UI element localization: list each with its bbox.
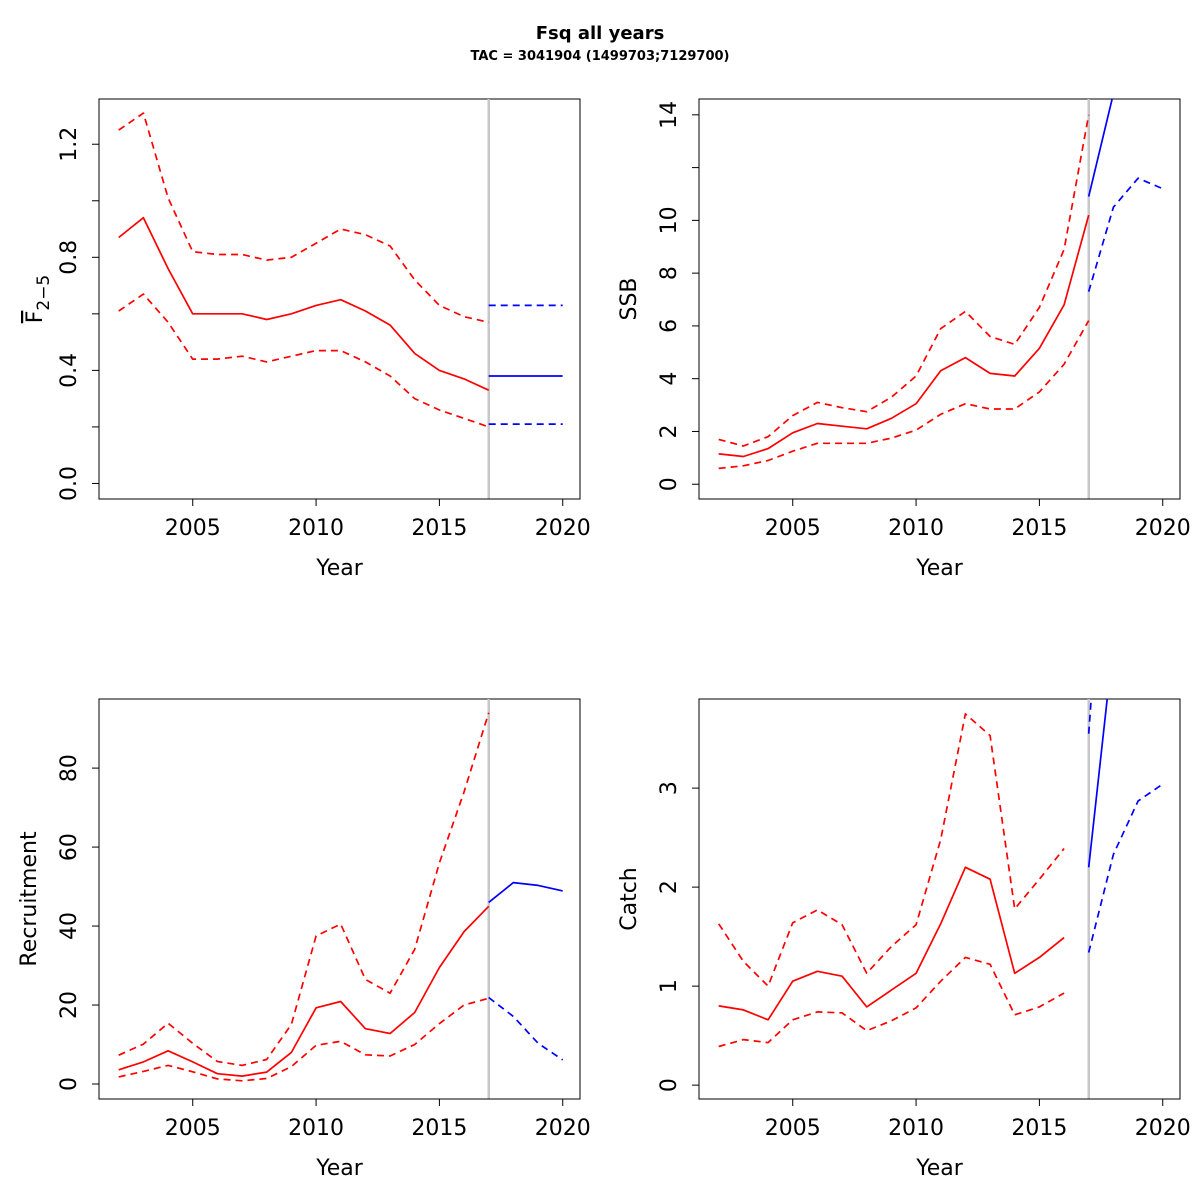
y-tick-label: 40 xyxy=(57,912,82,940)
panel-bottom-left: 2005 2010 2015 2020 Year 0 20 40 60 80 Recruitment xyxy=(17,698,591,1181)
y-axis-label-base: F xyxy=(23,311,48,324)
y-tick-label: 20 xyxy=(57,991,82,1019)
y-tick-label: 0 xyxy=(657,477,682,491)
estimate-solid-series-line xyxy=(118,905,490,1077)
x-tick-label: 2005 xyxy=(765,1116,821,1141)
x-tick-label: 2015 xyxy=(1011,516,1067,541)
plot-frame xyxy=(98,98,581,500)
x-tick-label: 2020 xyxy=(535,516,591,541)
y-tick-label: 6 xyxy=(657,319,682,333)
forecast-solid-series-line xyxy=(488,881,563,904)
estimate-solid-series-line xyxy=(718,866,1065,1021)
panel-top-right: 2005 2010 2015 2020 Year 0 2 4 6 8 10 14 SSB xyxy=(617,98,1191,581)
x-axis-label: Year xyxy=(315,1156,364,1181)
x-tick-label: 2005 xyxy=(165,516,221,541)
series-group xyxy=(118,112,563,428)
estimate-dashed-series-line xyxy=(118,997,489,1082)
y-tick-label: 0 xyxy=(57,1077,82,1091)
x-tick-label: 2005 xyxy=(165,1116,221,1141)
x-axis: 2005 2010 2015 2020 Year xyxy=(165,1098,591,1181)
y-tick-label: 4 xyxy=(657,372,682,386)
y-tick-label: 80 xyxy=(57,754,82,782)
x-tick-label: 2005 xyxy=(765,516,821,541)
y-axis-label: Recruitment xyxy=(17,831,42,967)
y-tick-label: 0.8 xyxy=(57,240,82,275)
y-tick-label: 2 xyxy=(657,424,682,438)
y-tick-label: 3 xyxy=(657,781,682,795)
plot-frame xyxy=(698,98,1181,500)
y-tick-label: 2 xyxy=(657,880,682,894)
series-group xyxy=(717,699,1164,1048)
estimate-dashed-series-line xyxy=(118,712,490,1067)
panel-top-left: 2005 2010 2015 2020 Year 0.0 0.4 0.8 1.2 F2−5 xyxy=(23,98,591,581)
y-axis: 0 1 2 3 Catch xyxy=(617,781,700,1092)
x-tick-label: 2010 xyxy=(888,1116,944,1141)
forecast-solid-series-line xyxy=(1087,99,1114,197)
forecast-dashed-series-line xyxy=(488,996,564,1061)
x-axis-label: Year xyxy=(915,556,964,581)
y-tick-label: 14 xyxy=(657,101,682,129)
x-axis: 2005 2010 2015 2020 Year xyxy=(765,1098,1191,1181)
x-tick-label: 2010 xyxy=(288,516,344,541)
x-axis: 2005 2010 2015 2020 Year xyxy=(165,498,591,581)
x-tick-label: 2020 xyxy=(1135,1116,1191,1141)
estimate-dashed-series-line xyxy=(718,956,1065,1048)
chart-title: Fsq all years xyxy=(536,23,665,44)
x-tick-label: 2015 xyxy=(411,1116,467,1141)
y-axis-label: F2−5 xyxy=(23,275,54,324)
estimate-dashed-series-line xyxy=(118,112,489,324)
y-tick-label: 60 xyxy=(57,833,82,861)
y-axis-label-subscript: 2−5 xyxy=(34,275,54,311)
y-tick-label: 8 xyxy=(657,266,682,280)
y-tick-label: 1.2 xyxy=(57,127,82,162)
panel-bottom-right: 2005 2010 2015 2020 Year 0 1 2 3 Catch xyxy=(617,698,1191,1181)
chart-subtitle: TAC = 3041904 (1499703;7129700) xyxy=(471,49,730,64)
plot-frame xyxy=(98,698,581,1100)
y-tick-label: 1 xyxy=(657,979,682,993)
estimate-dashed-series-line xyxy=(718,114,1090,447)
x-tick-label: 2020 xyxy=(535,1116,591,1141)
y-axis: 0 2 4 6 8 10 14 SSB xyxy=(617,101,700,491)
x-axis-label: Year xyxy=(915,1156,964,1181)
y-axis-label: SSB xyxy=(617,277,642,320)
x-tick-label: 2015 xyxy=(411,516,467,541)
estimate-dashed-series-line xyxy=(717,713,1065,987)
forecast-dashed-series-line xyxy=(1087,699,1093,734)
series-group xyxy=(718,99,1164,470)
x-axis-label: Year xyxy=(315,556,364,581)
y-axis: 0.0 0.4 0.8 1.2 F2−5 xyxy=(23,127,100,501)
forecast-dashed-series-line xyxy=(1087,177,1164,292)
x-tick-label: 2020 xyxy=(1135,516,1191,541)
y-tick-label: 10 xyxy=(657,206,682,234)
y-axis: 0 20 40 60 80 Recruitment xyxy=(17,754,100,1091)
x-axis: 2005 2010 2015 2020 Year xyxy=(765,498,1191,581)
forecast-dashed-series-line xyxy=(1087,783,1164,953)
panels: 2005 2010 2015 2020Year0.00.40.81.2F2−52005… xyxy=(17,98,1191,1181)
plot-frame xyxy=(698,698,1181,1100)
y-tick-label: 0.4 xyxy=(57,353,82,388)
y-tick-label: 0 xyxy=(657,1078,682,1092)
estimate-dashed-series-line xyxy=(118,293,489,428)
x-tick-label: 2015 xyxy=(1011,1116,1067,1141)
x-tick-label: 2010 xyxy=(888,516,944,541)
estimate-solid-series-line xyxy=(718,214,1090,458)
y-axis-label: Catch xyxy=(617,867,642,931)
y-tick-label: 0.0 xyxy=(57,466,82,501)
estimate-dashed-series-line xyxy=(718,320,1090,470)
forecast-solid-series-line xyxy=(1087,699,1109,868)
series-group xyxy=(118,712,564,1082)
estimate-solid-series-line xyxy=(118,216,490,391)
x-tick-label: 2010 xyxy=(288,1116,344,1141)
